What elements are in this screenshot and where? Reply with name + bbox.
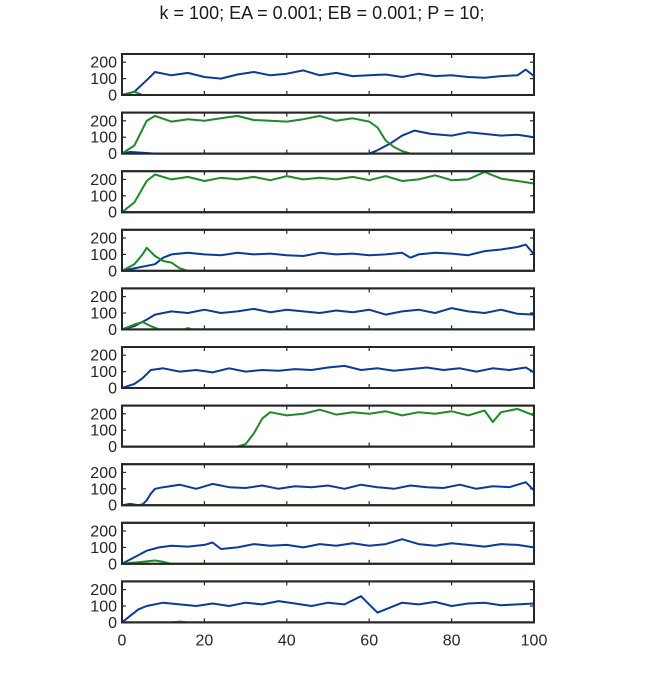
- x-tick-label: 100: [521, 632, 548, 649]
- figure-title: k = 100; EA = 0.001; EB = 0.001; P = 10;: [160, 3, 485, 23]
- y-tick-label: 200: [90, 172, 117, 189]
- x-tick-label: 40: [278, 632, 296, 649]
- series-line-green: [121, 114, 534, 155]
- axes-frame-outline: [121, 580, 535, 624]
- series-line-blue: [121, 68, 535, 96]
- x-tick-label: 80: [443, 632, 461, 649]
- series-line-blue: [121, 481, 535, 507]
- y-tick-label: 0: [108, 146, 117, 163]
- axes-frame-outline: [121, 170, 535, 214]
- y-tick-label: 200: [90, 231, 117, 248]
- y-tick-label: 0: [108, 205, 117, 222]
- series-line-green: [121, 246, 534, 272]
- y-tick-label: 100: [90, 306, 117, 323]
- y-tick-label: 200: [90, 113, 117, 130]
- series-line-blue: [121, 595, 535, 624]
- y-tick-label: 0: [108, 439, 117, 456]
- y-tick-label: 0: [108, 556, 117, 573]
- subplot-grid: 0100200010020001002000100200010020001002…: [90, 53, 548, 649]
- y-tick-label: 0: [108, 263, 117, 280]
- y-tick-label: 200: [90, 524, 117, 541]
- series-line-blue: [121, 243, 535, 272]
- axes-frame: [121, 228, 535, 272]
- y-tick-label: 0: [108, 615, 117, 632]
- series-line-blue: [121, 364, 535, 389]
- axes-frame: [121, 521, 535, 565]
- y-tick-label: 200: [90, 406, 117, 423]
- y-tick-label: 100: [90, 540, 117, 557]
- axes-frame: [121, 287, 535, 331]
- y-tick-label: 0: [108, 88, 117, 105]
- y-tick-label: 200: [90, 465, 117, 482]
- axes-frame-outline: [121, 111, 535, 155]
- y-tick-label: 100: [90, 188, 117, 205]
- x-tick-label: 60: [360, 632, 378, 649]
- y-tick-label: 200: [90, 55, 117, 72]
- y-tick-label: 0: [108, 322, 117, 339]
- axes-frame-outline: [121, 463, 535, 507]
- axes-frame-outline: [121, 53, 535, 96]
- series-line-green: [121, 171, 535, 213]
- y-tick-label: 100: [90, 481, 117, 498]
- axes-frame-outline: [121, 521, 535, 565]
- y-tick-label: 100: [90, 599, 117, 616]
- y-tick-label: 0: [108, 381, 117, 398]
- x-tick-label: 20: [196, 632, 214, 649]
- y-tick-label: 100: [90, 130, 117, 147]
- series-line-green: [122, 407, 535, 448]
- series-line-blue: [121, 538, 535, 565]
- y-tick-label: 100: [90, 423, 117, 440]
- y-tick-label: 100: [90, 247, 117, 264]
- y-tick-label: 0: [108, 498, 117, 515]
- y-tick-label: 100: [90, 71, 117, 88]
- x-tick-label: 0: [118, 632, 127, 649]
- axes-frame-outline: [121, 287, 535, 331]
- axes-frame-outline: [121, 404, 535, 448]
- y-tick-label: 200: [90, 582, 117, 599]
- axes-frame-outline: [121, 346, 535, 389]
- y-tick-label: 200: [90, 289, 117, 306]
- series-line-blue: [121, 307, 535, 331]
- y-tick-label: 100: [90, 364, 117, 381]
- y-tick-label: 200: [90, 348, 117, 365]
- axes-frame-outline: [121, 228, 535, 272]
